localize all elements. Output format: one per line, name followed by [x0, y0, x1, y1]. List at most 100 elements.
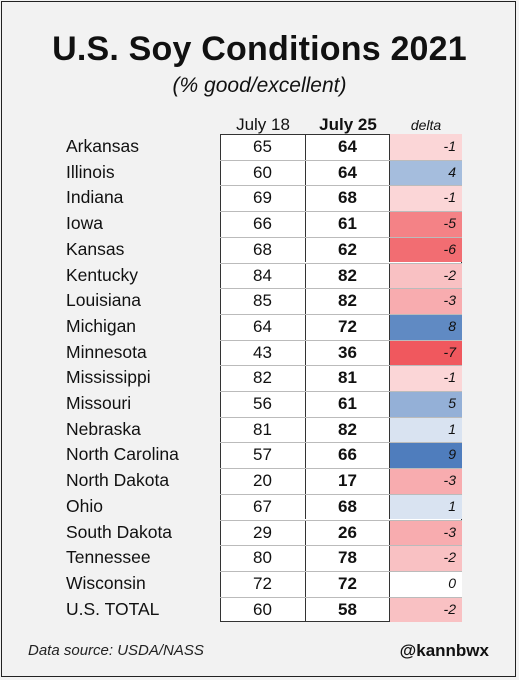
value-delta: -5: [390, 211, 462, 237]
value-delta: -7: [390, 339, 462, 366]
row-label: Ohio: [66, 495, 103, 516]
value-july18: 43: [220, 339, 306, 366]
row-label: Minnesota: [66, 341, 147, 362]
value-delta: -1: [390, 185, 462, 212]
value-july25: 61: [306, 211, 390, 237]
value-july25: 62: [306, 236, 390, 263]
value-july25: 61: [306, 391, 390, 417]
value-july18: 80: [220, 545, 306, 571]
row-divider: [220, 596, 462, 598]
value-july18: 56: [220, 391, 306, 417]
row-label: Iowa: [66, 213, 103, 234]
row-label: Mississippi: [66, 367, 151, 388]
value-july25: 82: [306, 416, 390, 443]
value-july18: 82: [220, 365, 306, 391]
row-divider: [220, 185, 462, 187]
chart-subtitle: (% good/excellent): [172, 74, 347, 97]
column-header-delta: delta: [410, 117, 442, 133]
row-label: Nebraska: [66, 418, 141, 439]
row-divider: [220, 313, 462, 315]
value-delta: -3: [390, 468, 462, 494]
value-july25: 26: [306, 519, 390, 546]
value-july25: 58: [306, 596, 390, 623]
row-divider: [220, 416, 462, 418]
value-july25: 66: [306, 442, 390, 469]
value-july25: 64: [306, 134, 390, 160]
row-label: Michigan: [66, 315, 137, 336]
value-july18: 72: [220, 570, 306, 597]
value-july25: 17: [306, 468, 390, 494]
value-delta: -1: [390, 134, 462, 160]
value-july25: 68: [306, 493, 390, 520]
row-divider: [220, 288, 462, 290]
row-divider: [220, 211, 462, 213]
row-divider: [220, 339, 462, 341]
value-july18: 64: [220, 313, 306, 340]
value-july18: 85: [220, 288, 306, 314]
value-july25: 36: [306, 339, 390, 366]
value-delta: -2: [390, 545, 462, 571]
value-july18: 20: [220, 468, 306, 494]
row-divider: [220, 442, 462, 444]
row-divider: [220, 391, 462, 392]
row-divider: [220, 262, 462, 264]
value-delta: 1: [390, 493, 462, 520]
value-july25: 64: [306, 159, 390, 186]
value-july18: 81: [220, 416, 306, 443]
row-divider: [220, 545, 462, 547]
value-july18: 29: [220, 519, 306, 546]
row-label: Louisiana: [66, 290, 141, 311]
value-july25: 78: [306, 545, 390, 571]
row-label: North Carolina: [66, 444, 179, 465]
data-source: Data source: USDA/NASS: [28, 642, 204, 659]
row-label: U.S. TOTAL: [66, 598, 160, 619]
chart-title: U.S. Soy Conditions 2021: [52, 30, 467, 68]
value-delta: -6: [390, 236, 462, 263]
row-label: Wisconsin: [66, 572, 146, 593]
row-label: Tennessee: [66, 547, 151, 568]
value-delta: 8: [390, 313, 462, 340]
row-divider: [220, 493, 462, 495]
row-label: Kentucky: [66, 264, 138, 285]
value-july25: 72: [306, 570, 390, 597]
row-divider: [220, 468, 462, 470]
row-divider: [220, 236, 462, 238]
value-july18: 57: [220, 442, 306, 469]
row-label: Illinois: [66, 161, 115, 182]
value-delta: -3: [390, 519, 462, 546]
value-delta: 0: [390, 570, 462, 597]
value-july25: 72: [306, 313, 390, 340]
value-delta: -2: [390, 596, 462, 623]
value-july18: 60: [220, 596, 306, 623]
value-delta: -2: [390, 262, 462, 289]
value-july18: 84: [220, 262, 306, 289]
row-label: North Dakota: [66, 470, 170, 491]
value-july25: 81: [306, 365, 390, 391]
row-label: South Dakota: [66, 521, 173, 542]
value-delta: -3: [390, 288, 462, 314]
value-july18: 65: [220, 134, 306, 160]
row-label: Missouri: [66, 393, 132, 413]
value-july18: 66: [220, 211, 306, 237]
value-july25: 68: [306, 185, 390, 212]
column-header-july18: July 18: [236, 115, 290, 134]
row-divider: [220, 159, 462, 161]
row-label: Arkansas: [66, 136, 139, 156]
row-label: Kansas: [66, 238, 125, 259]
row-label: Indiana: [66, 187, 124, 208]
value-july18: 68: [220, 236, 306, 263]
value-july25: 82: [306, 288, 390, 314]
value-july18: 67: [220, 493, 306, 520]
author-credit: @kannbwx: [399, 641, 489, 660]
row-divider: [220, 365, 462, 367]
column-header-july25: July 25: [319, 115, 377, 134]
value-delta: 9: [390, 442, 462, 469]
value-delta: 5: [390, 391, 462, 417]
value-july18: 60: [220, 159, 306, 186]
row-divider: [220, 519, 462, 521]
value-july25: 82: [306, 262, 390, 289]
value-delta: 1: [390, 416, 462, 443]
value-delta: 4: [390, 159, 462, 186]
value-delta: -1: [390, 365, 462, 391]
